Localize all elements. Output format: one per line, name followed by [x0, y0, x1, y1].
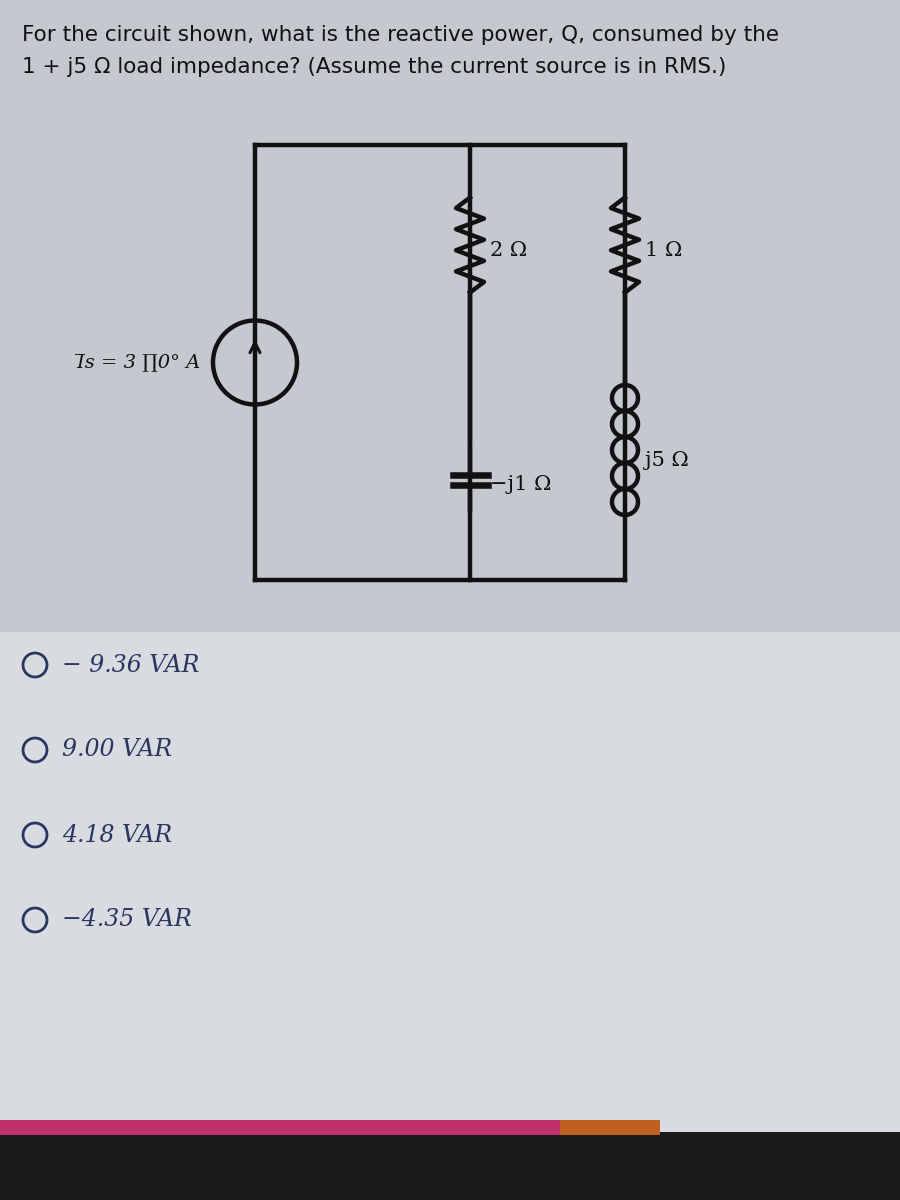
Text: − 9.36 VAR: − 9.36 VAR [62, 654, 200, 677]
Bar [0, 1132, 900, 1200]
Text: 4.18 VAR: 4.18 VAR [62, 823, 172, 846]
Text: −4.35 VAR: −4.35 VAR [62, 908, 192, 931]
Bar [560, 1120, 660, 1135]
Text: For the circuit shown, what is the reactive power, Q, consumed by the: For the circuit shown, what is the react… [22, 25, 779, 44]
Text: j5 Ω: j5 Ω [645, 450, 688, 469]
Bar [0, 0, 900, 1070]
Text: 1 Ω: 1 Ω [645, 240, 682, 259]
Text: 9.00 VAR: 9.00 VAR [62, 738, 172, 762]
Text: 1 + j5 Ω load impedance? (Assume the current source is in RMS.): 1 + j5 Ω load impedance? (Assume the cur… [22, 56, 726, 77]
Bar [0, 632, 900, 1132]
Text: I̅s = 3 ∏0° A: I̅s = 3 ∏0° A [76, 354, 200, 372]
Bar [0, 1120, 560, 1135]
Text: 2 Ω: 2 Ω [490, 240, 527, 259]
Text: −j1 Ω: −j1 Ω [490, 475, 552, 494]
